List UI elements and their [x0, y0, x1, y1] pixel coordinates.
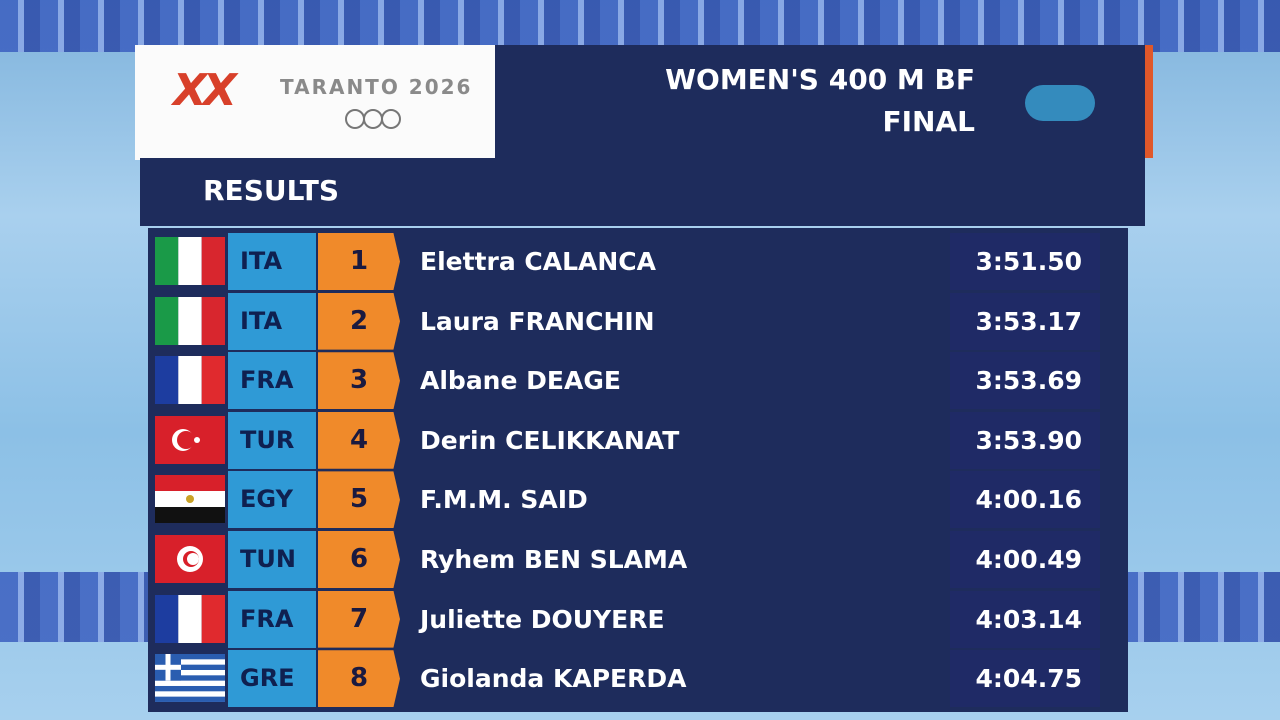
athlete-name: F.M.M. SAID — [420, 485, 588, 515]
country-flag — [155, 535, 225, 583]
finish-time: 4:00.49 — [950, 531, 1100, 588]
event-title: WOMEN'S 400 M BF — [665, 63, 975, 96]
athlete-name: Giolanda KAPERDA — [420, 664, 687, 694]
country-code: FRA — [228, 352, 316, 410]
title-panel: WOMEN'S 400 M BF FINAL — [495, 45, 1153, 158]
country-flag — [155, 237, 225, 285]
rank: 5 — [318, 471, 400, 529]
athlete-name: Ryhem BEN SLAMA — [420, 545, 688, 574]
result-row: GRE 8 Giolanda KAPERDA 4:04.75 — [148, 650, 1128, 708]
flag-graphic — [155, 475, 225, 524]
lane-rope — [0, 0, 1280, 52]
athlete-name: Juliette DOUYERE — [420, 604, 665, 634]
finish-time: 3:53.90 — [950, 411, 1100, 469]
country-flag — [155, 594, 225, 643]
finish-time: 4:03.14 — [950, 590, 1100, 648]
rank: 6 — [318, 531, 400, 588]
rank: 1 — [318, 233, 400, 290]
finish-time: 4:00.16 — [950, 471, 1100, 529]
rings — [345, 109, 401, 129]
event-phase: FINAL — [882, 105, 976, 138]
country-code: TUR — [228, 411, 316, 469]
result-row: ITA 1 Elettra CALANCA 3:51.50 — [148, 233, 1128, 290]
country-flag — [155, 475, 225, 524]
flag-graphic — [155, 296, 225, 345]
athlete-name: Albane DEAGE — [420, 366, 621, 396]
result-row: EGY 5 F.M.M. SAID 4:00.16 — [148, 471, 1128, 529]
athlete-name: Derin CELIKKANAT — [420, 425, 680, 455]
finish-time: 3:53.69 — [950, 352, 1100, 410]
athlete-name: Elettra CALANCA — [420, 247, 656, 276]
country-flag — [155, 415, 225, 464]
finish-time: 3:51.50 — [950, 233, 1100, 290]
country-code: EGY — [228, 471, 316, 529]
country-code: FRA — [228, 590, 316, 648]
flag-graphic — [155, 356, 225, 405]
finish-time: 4:04.75 — [950, 650, 1100, 708]
flag-graphic — [155, 237, 225, 285]
result-row: TUN 6 Ryhem BEN SLAMA 4:00.49 — [148, 531, 1128, 588]
flag-graphic — [155, 654, 225, 703]
country-flag — [155, 654, 225, 703]
rank: 4 — [318, 411, 400, 469]
country-code: TUN — [228, 531, 316, 588]
result-row: FRA 3 Albane DEAGE 3:53.69 — [148, 352, 1128, 410]
country-code: GRE — [228, 650, 316, 708]
rank: 7 — [318, 590, 400, 648]
country-flag — [155, 296, 225, 345]
result-row: ITA 2 Laura FRANCHIN 3:53.17 — [148, 292, 1128, 350]
finish-time: 3:53.17 — [950, 292, 1100, 350]
host-city: TARANTO 2026 — [280, 75, 473, 99]
event-icon — [1025, 85, 1095, 121]
flag-graphic — [155, 535, 225, 583]
results-bar: RESULTS — [140, 158, 1145, 226]
flag-graphic — [155, 594, 225, 643]
rank: 2 — [318, 292, 400, 350]
flag-graphic — [155, 415, 225, 464]
result-row: TUR 4 Derin CELIKKANAT 3:53.90 — [148, 411, 1128, 469]
section-title: RESULTS — [203, 174, 340, 207]
result-row: FRA 7 Juliette DOUYERE 4:03.14 — [148, 590, 1128, 648]
country-flag — [155, 356, 225, 405]
logo-panel: XX TARANTO 2026 — [135, 45, 495, 160]
games-logo: XX — [173, 65, 237, 116]
athlete-name: Laura FRANCHIN — [420, 306, 655, 336]
country-code: ITA — [228, 233, 316, 290]
rank: 8 — [318, 650, 400, 708]
country-code: ITA — [228, 292, 316, 350]
rank: 3 — [318, 352, 400, 410]
